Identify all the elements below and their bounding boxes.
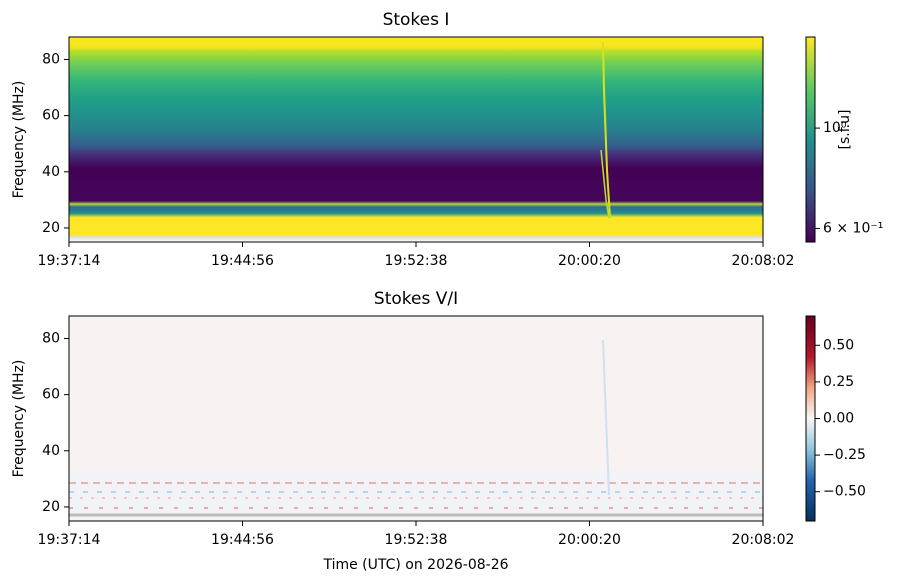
colorbar-1: [806, 37, 815, 242]
x-tick-label: 19:44:56: [211, 253, 274, 269]
y-tick-label: 40: [42, 164, 60, 180]
y-tick-label: 20: [42, 220, 60, 236]
chart-title: Stokes V/I: [374, 289, 458, 309]
colorbar-tick-label: −0.50: [823, 484, 866, 500]
colorbar-tick-label: 0.50: [823, 337, 854, 353]
colorbar-frame: [805, 36, 816, 243]
y-tick-label: 60: [42, 108, 60, 124]
x-tick-label: 20:08:02: [732, 532, 795, 548]
x-tick-label: 20:00:20: [558, 532, 621, 548]
colorbar-tick-label: −0.25: [823, 447, 866, 463]
y-tick-label: 20: [42, 499, 60, 515]
y-tick-label: 60: [42, 387, 60, 403]
colorbar-tick-label: 0.25: [823, 374, 854, 390]
y-axis-label: Frequency (MHz): [11, 360, 27, 478]
colorbar-label: [s.f.u]: [837, 110, 853, 150]
y-tick-label: 80: [42, 330, 60, 346]
chart-title: Stokes I: [383, 10, 450, 30]
colorbar-tick-label: 10⁰: [823, 120, 847, 136]
y-tick-label: 40: [42, 443, 60, 459]
x-tick-label: 19:44:56: [211, 532, 274, 548]
colorbar-tick-label: 0.00: [823, 411, 854, 427]
x-tick-label: 19:37:14: [38, 253, 101, 269]
colorbar-tick-label: 6 × 10⁻¹: [823, 220, 883, 236]
x-tick-label: 19:37:14: [38, 532, 101, 548]
colorbar-2: [806, 316, 815, 521]
y-axis-label: Frequency (MHz): [11, 81, 27, 199]
x-tick-label: 19:52:38: [385, 532, 448, 548]
x-tick-label: 20:00:20: [558, 253, 621, 269]
x-tick-label: 20:08:02: [732, 253, 795, 269]
x-tick-label: 19:52:38: [385, 253, 448, 269]
y-tick-label: 80: [42, 51, 60, 67]
x-axis-label: Time (UTC) on 2026-08-26: [322, 557, 508, 573]
heatmap-1: [69, 37, 763, 242]
heatmap-2: [69, 316, 763, 521]
